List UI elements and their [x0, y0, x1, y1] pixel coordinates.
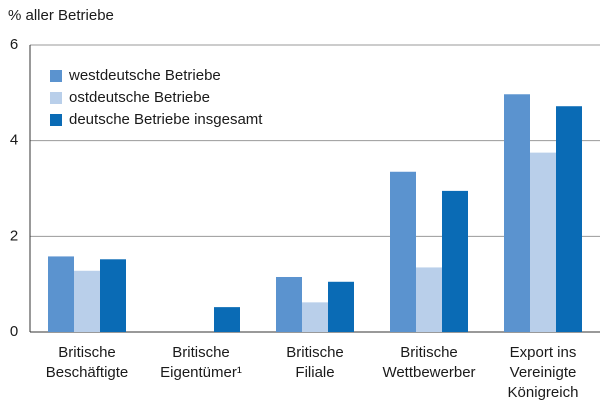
bar: [328, 281, 354, 332]
x-tick-label: Vereinigte: [510, 364, 577, 381]
bar: [504, 94, 530, 332]
y-tick-label: 4: [10, 132, 18, 149]
bar: [442, 190, 468, 332]
x-tick-label: Königreich: [508, 384, 579, 401]
x-tick-label: Beschäftigte: [46, 364, 129, 381]
x-tick-label: Wettbewerber: [382, 364, 475, 381]
bar: [100, 259, 126, 332]
legend-swatch: [50, 114, 62, 126]
x-tick-label: Britische: [58, 344, 116, 361]
bar: [556, 106, 582, 332]
x-tick-label: Britische: [172, 344, 230, 361]
bar: [214, 307, 240, 332]
bar: [74, 270, 100, 332]
legend-swatch: [50, 92, 62, 104]
x-tick-label: Export ins: [510, 344, 577, 361]
y-tick-label: 2: [10, 227, 18, 244]
x-tick-label: Britische: [286, 344, 344, 361]
y-tick-label: 0: [10, 323, 18, 340]
bar: [390, 171, 416, 332]
y-axis-label: % aller Betriebe: [8, 7, 114, 24]
bar: [48, 256, 74, 332]
bar: [530, 152, 556, 332]
legend-swatch: [50, 70, 62, 82]
legend-label: deutsche Betriebe insgesamt: [69, 111, 263, 128]
y-tick-label: 6: [10, 36, 18, 53]
bar: [276, 276, 302, 332]
x-tick-label: Filiale: [295, 364, 334, 381]
bar: [416, 267, 442, 332]
legend-label: westdeutsche Betriebe: [68, 67, 221, 84]
legend-label: ostdeutsche Betriebe: [69, 89, 210, 106]
bar: [302, 302, 328, 332]
x-tick-label: Eigentümer¹: [160, 364, 242, 381]
x-tick-label: Britische: [400, 344, 458, 361]
